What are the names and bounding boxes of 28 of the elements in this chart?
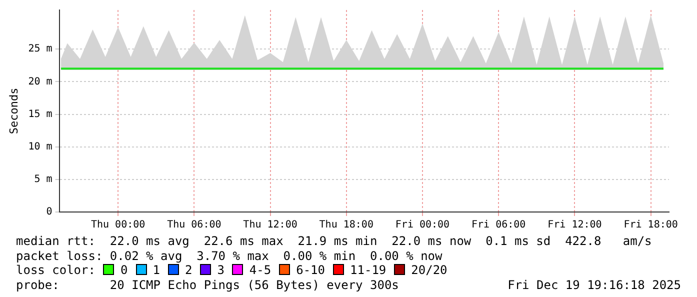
y-tick-label: 10 m — [28, 141, 52, 152]
x-tick-label: Thu 12:00 — [243, 220, 298, 231]
x-tick-label: Fri 12:00 — [548, 220, 602, 231]
y-tick-label: 5 m — [34, 174, 52, 186]
x-tick-label: Thu 00:00 — [90, 220, 146, 231]
text: 4-5 — [249, 263, 272, 277]
text: 1 — [152, 263, 160, 277]
text: Fri Dec 19 19:16:18 2025 — [508, 278, 681, 292]
x-tick-label: Thu 18:00 — [319, 220, 374, 231]
text: 11-19 — [350, 263, 386, 277]
text: 20/20 — [411, 263, 448, 277]
text: 2 — [184, 263, 192, 277]
text: 3 — [217, 263, 224, 277]
text: loss color: — [16, 263, 96, 277]
text: median rtt: 22.0 ms avg 22.6 ms max 21.9 ms min 22.0 ms now 0.1 ms sd 422.8 am/s — [16, 234, 652, 248]
y-tick-label: 20 m — [28, 76, 52, 88]
x-tick-label: Thu 06:00 — [167, 220, 222, 231]
y-tick-label: 25 m — [28, 44, 52, 55]
text: probe: 20 ICMP Echo Pings (56 Bytes) every 300s — [16, 278, 399, 292]
text: 6-10 — [296, 263, 326, 277]
x-tick-label: Fri 00:00 — [395, 220, 450, 231]
text: 0 — [120, 263, 128, 277]
x-tick-label: Fri 06:00 — [472, 220, 526, 231]
x-tick-label: Fri 18:00 — [624, 220, 678, 231]
y-tick-label: 0 — [46, 206, 52, 218]
text: packet loss: 0.02 % avg 3.70 % max 0.00 % min 0.00 % now — [16, 249, 442, 263]
y-tick-label: 15 m — [28, 108, 52, 120]
y-axis-title: Seconds — [7, 88, 20, 134]
